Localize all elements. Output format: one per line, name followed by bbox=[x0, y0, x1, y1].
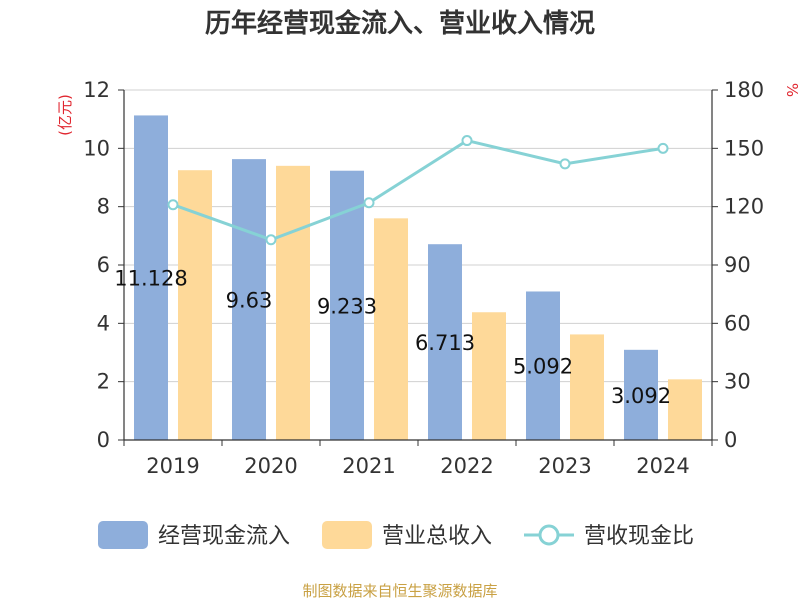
left-tick-label: 8 bbox=[97, 195, 110, 219]
legend: 经营现金流入 营业总收入 营收现金比 bbox=[98, 521, 694, 549]
left-tick-label: 4 bbox=[97, 311, 110, 335]
bar-revenue bbox=[178, 170, 212, 441]
chart-title: 历年经营现金流入、营业收入情况 bbox=[205, 8, 595, 39]
legend-swatch-cash-inflow bbox=[98, 521, 148, 549]
right-tick-label: 90 bbox=[724, 253, 751, 277]
bar-revenue bbox=[374, 218, 408, 440]
left-tick-label: 2 bbox=[97, 370, 110, 394]
gridlines bbox=[124, 89, 712, 383]
legend-swatch-revenue bbox=[322, 521, 372, 549]
ratio-point bbox=[461, 135, 473, 147]
legend-marker-ratio bbox=[538, 524, 560, 546]
data-labels: 11.128 9.63 9.233 6.713 5.092 3.092 bbox=[114, 267, 671, 408]
bar-revenue bbox=[472, 312, 506, 440]
x-tick-label: 2022 bbox=[440, 454, 493, 478]
ratio-line bbox=[172, 138, 664, 242]
bar-cash-inflow bbox=[134, 115, 168, 440]
bar-revenue bbox=[276, 165, 310, 441]
data-label: 3.092 bbox=[611, 384, 671, 408]
bar-revenue bbox=[570, 334, 604, 440]
bar-cash-inflow bbox=[428, 244, 462, 440]
legend-label-cash-inflow: 经营现金流入 bbox=[158, 524, 290, 549]
ratio-point bbox=[657, 142, 669, 154]
line-series bbox=[167, 135, 669, 246]
bar-cash-inflow bbox=[232, 159, 266, 440]
data-label: 9.63 bbox=[226, 289, 273, 313]
left-axis-unit: (亿元) bbox=[56, 94, 74, 136]
data-label: 5.092 bbox=[513, 355, 573, 379]
x-tick-label: 2019 bbox=[146, 454, 199, 478]
data-label: 6.713 bbox=[415, 331, 475, 355]
right-tick-label: 120 bbox=[724, 195, 764, 219]
x-tick-label: 2024 bbox=[636, 454, 689, 478]
right-tick-label: 0 bbox=[724, 428, 737, 452]
ratio-point bbox=[363, 197, 375, 209]
left-tick-label: 0 bbox=[97, 428, 110, 452]
left-tick-label: 6 bbox=[97, 253, 110, 277]
right-tick-label: 30 bbox=[724, 370, 751, 394]
bar-revenue bbox=[668, 379, 702, 440]
bar-cash-inflow bbox=[624, 349, 658, 440]
right-tick-label: 180 bbox=[724, 78, 764, 102]
x-tick-label: 2020 bbox=[244, 454, 297, 478]
ratio-point bbox=[167, 199, 179, 211]
legend-label-ratio: 营收现金比 bbox=[584, 524, 694, 549]
right-axis-unit: % bbox=[783, 83, 800, 97]
source-note: 制图数据来自恒生聚源数据库 bbox=[302, 582, 497, 600]
left-tick-label: 12 bbox=[83, 78, 110, 102]
left-tick-label: 10 bbox=[83, 136, 110, 160]
bar-cash-inflow bbox=[526, 291, 560, 440]
x-tick-label: 2023 bbox=[538, 454, 591, 478]
data-label: 9.233 bbox=[317, 294, 377, 318]
right-tick-label: 60 bbox=[724, 311, 751, 335]
data-label: 11.128 bbox=[114, 267, 187, 291]
ratio-point bbox=[559, 158, 571, 170]
ratio-point bbox=[265, 234, 277, 246]
right-tick-label: 150 bbox=[724, 136, 764, 160]
legend-label-revenue: 营业总收入 bbox=[382, 524, 492, 549]
x-tick-label: 2021 bbox=[342, 454, 395, 478]
